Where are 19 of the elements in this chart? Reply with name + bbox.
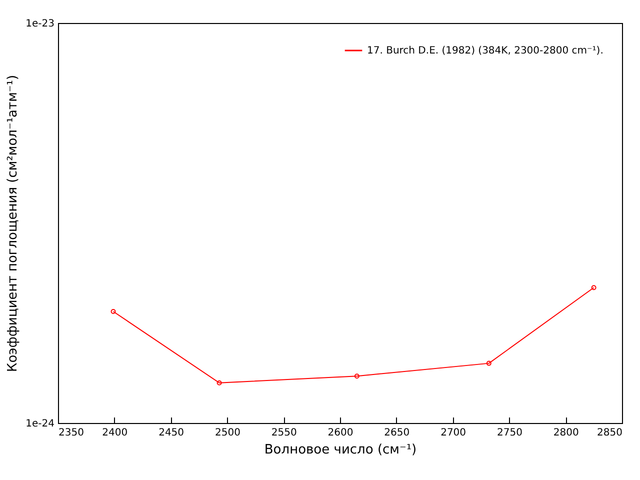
x-axis-title: Волновое число (см⁻¹) [264, 442, 417, 458]
point [216, 380, 222, 386]
x-tick-label: 2350 [58, 428, 84, 438]
x-tick-label: 2550 [271, 428, 297, 438]
y-axis-title: Коэффициент поглощения (см²мол⁻¹атм⁻¹) [6, 74, 21, 372]
x-tick-label: 2600 [328, 428, 354, 438]
x-tick-label: 2400 [102, 428, 128, 438]
x-tick-label: 2450 [158, 428, 184, 438]
y-tick-label: 1e-23 [26, 18, 54, 30]
x-tick-label: 2800 [553, 428, 579, 438]
y-tick-label: 1e-24 [26, 418, 54, 430]
x-tick-label: 2850 [597, 428, 622, 438]
x-tick-label: 2500 [214, 428, 240, 438]
legend-label: 17. Burch D.E. (1982) (384K, 2300-2800 cm⁻¹). [367, 46, 604, 56]
point [486, 360, 492, 366]
x-tick-label: 2750 [496, 428, 522, 438]
point [354, 374, 360, 379]
x-tick-label: 2700 [440, 428, 466, 438]
x-tick-label: 2650 [384, 428, 410, 438]
